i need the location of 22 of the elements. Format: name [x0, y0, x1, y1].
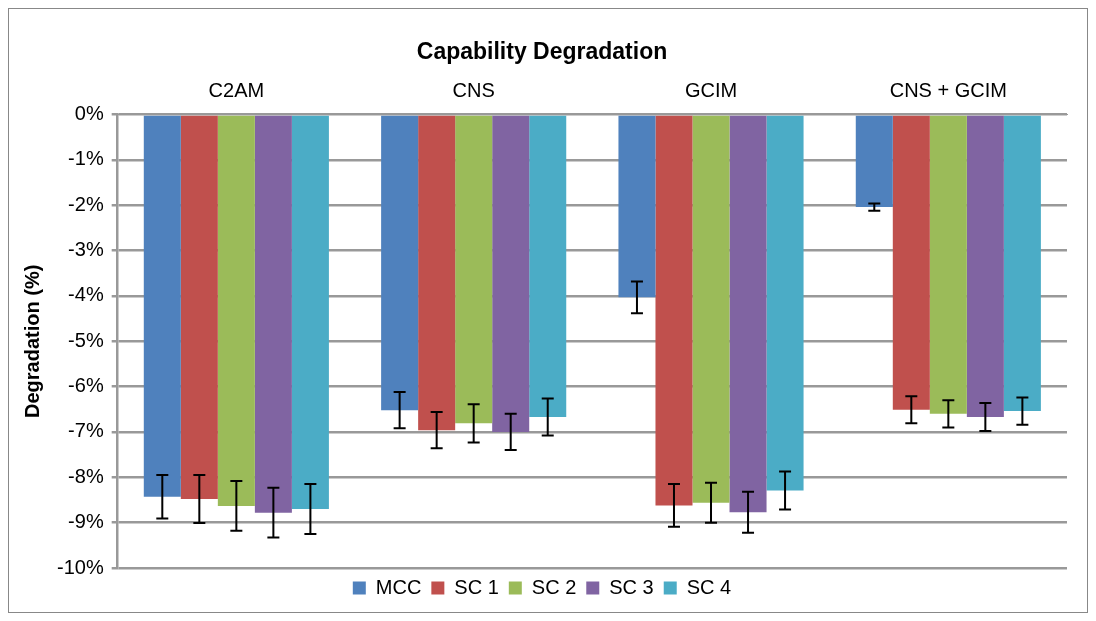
y-tick-label: -10% — [56, 555, 104, 578]
legend-label: MCC — [375, 575, 422, 598]
x-tick-label: GCIM — [684, 79, 738, 102]
y-tick-label: -1% — [68, 147, 104, 170]
legend-label: SC 3 — [609, 575, 654, 598]
legend-label: SC 2 — [531, 575, 577, 598]
y-tick-label: 0% — [74, 102, 104, 125]
chart-title: Capability Degradation — [416, 38, 668, 65]
legend-label: SC 1 — [454, 575, 499, 598]
y-axis-title: Degradation (%) — [20, 264, 43, 418]
x-tick-label: CNS — [452, 79, 495, 102]
y-tick-label: -8% — [68, 464, 104, 487]
y-tick-label: -6% — [68, 374, 104, 397]
x-tick-label: C2AM — [208, 79, 265, 102]
y-tick-label: -9% — [68, 510, 104, 533]
y-tick-label: -3% — [68, 238, 104, 261]
y-tick-label: -5% — [68, 328, 104, 351]
y-tick-label: -4% — [68, 283, 104, 306]
legend-label: SC 4 — [686, 575, 732, 598]
y-tick-label: -7% — [68, 419, 104, 442]
y-tick-label: -2% — [68, 192, 104, 215]
x-tick-label: CNS + GCIM — [889, 79, 1007, 102]
